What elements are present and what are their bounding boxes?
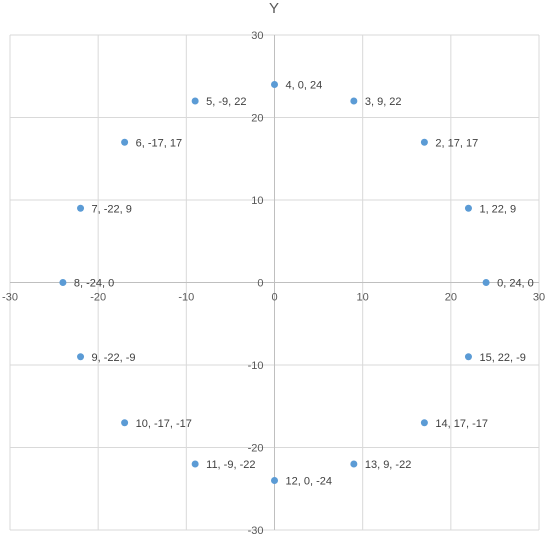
data-label: 6, -17, 17: [136, 137, 182, 149]
data-label: 7, -22, 9: [92, 203, 132, 215]
data-label: 4, 0, 24: [286, 80, 323, 92]
data-point: [191, 97, 199, 105]
data-label: 14, 17, -17: [435, 418, 488, 430]
y-tick-label: -20: [248, 443, 264, 455]
y-tick-label: 20: [251, 113, 263, 125]
y-tick-label: 10: [251, 195, 263, 207]
x-tick-label: -10: [178, 292, 194, 304]
data-label: 3, 9, 22: [365, 96, 402, 108]
data-point: [59, 279, 67, 286]
data-label: 15, 22, -9: [479, 352, 525, 364]
data-point: [464, 353, 472, 361]
data-points: [59, 81, 490, 484]
y-axis-title: Y: [269, 0, 279, 17]
data-point: [191, 460, 199, 468]
data-labels: 0, 24, 0 1, 22, 9 2, 17, 17 3, 9, 22 4, 0, 2…: [74, 80, 534, 488]
data-point: [121, 138, 129, 146]
data-label: 11, -9, -22: [206, 459, 255, 471]
x-tick-label: 20: [445, 292, 457, 304]
data-point: [271, 477, 278, 484]
data-point: [77, 353, 85, 361]
y-tick-label: 30: [251, 30, 263, 42]
axes: [10, 35, 539, 530]
x-tick-label: 10: [357, 292, 369, 304]
data-point: [482, 279, 490, 286]
x-tick-label: 0: [271, 292, 277, 304]
data-point: [77, 204, 85, 212]
data-label: 0, 24, 0: [497, 278, 534, 290]
data-label: 2, 17, 17: [435, 137, 478, 149]
data-point: [464, 204, 472, 212]
data-point: [350, 460, 358, 468]
x-tick-label: -30: [2, 292, 18, 304]
tick-labels: -30 -20 -10 0 10 20 30 30 20 10 0 -10 -20 -30: [2, 30, 545, 537]
data-label: 1, 22, 9: [479, 203, 516, 215]
data-label: 5, -9, 22: [206, 96, 246, 108]
data-label: 8, -24, 0: [74, 278, 114, 290]
data-point: [121, 419, 129, 427]
y-tick-label: 0: [257, 278, 263, 290]
data-label: 10, -17, -17: [136, 418, 192, 430]
data-point: [420, 138, 428, 146]
x-tick-label: -20: [90, 292, 106, 304]
y-tick-label: -30: [248, 525, 264, 537]
data-point: [350, 97, 358, 105]
data-point: [420, 419, 428, 427]
data-point: [271, 81, 278, 88]
data-label: 13, 9, -22: [365, 459, 411, 471]
x-tick-label: 30: [533, 292, 545, 304]
data-label: 12, 0, -24: [286, 476, 332, 488]
data-label: 9, -22, -9: [92, 352, 136, 364]
y-tick-label: -10: [248, 360, 264, 372]
